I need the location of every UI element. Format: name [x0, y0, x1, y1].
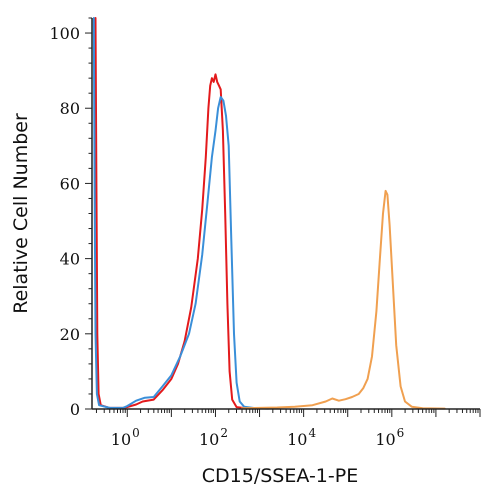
- y-tick-label: 40: [60, 250, 80, 269]
- y-tick-label: 80: [60, 99, 80, 118]
- y-tick-label: 20: [60, 325, 80, 344]
- plot-lines: [92, 17, 446, 410]
- y-tick-label: 0: [70, 400, 80, 419]
- series-line-3: [240, 189, 446, 410]
- x-tick-labels: 100 102 104 106: [111, 426, 405, 449]
- y-tick-label: 60: [60, 174, 80, 193]
- x-axis-title: CD15/SSEA-1-PE: [202, 465, 358, 487]
- x-tick-label: 106: [375, 426, 404, 449]
- axes: [85, 17, 481, 417]
- y-tick-labels: 0 20 40 60 80 100: [49, 24, 80, 419]
- x-tick-label: 100: [111, 426, 140, 449]
- x-tick-label: 102: [199, 426, 228, 449]
- y-axis-title: Relative Cell Number: [10, 113, 32, 314]
- series-line-2: [92, 17, 270, 410]
- y-tick-label: 100: [49, 24, 80, 43]
- x-tick-label: 104: [287, 426, 316, 449]
